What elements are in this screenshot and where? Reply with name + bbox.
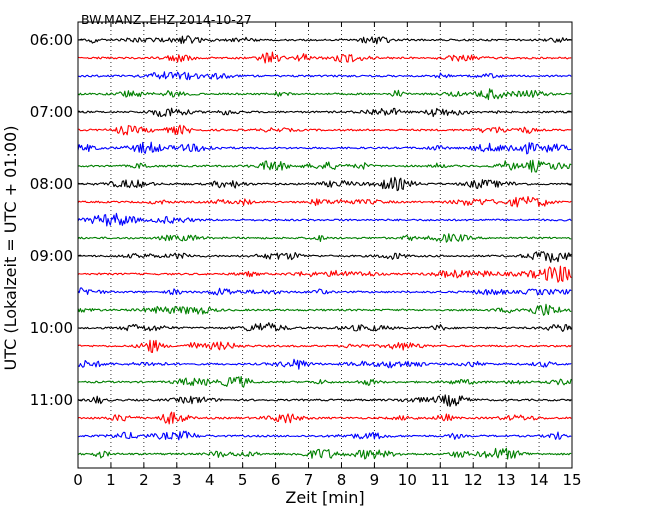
trace-06:15: [77, 51, 572, 64]
trace-11:45: [77, 447, 572, 460]
trace-11:00: [77, 394, 572, 408]
trace-10:00: [77, 322, 572, 332]
x-tick-label: 13: [497, 471, 516, 489]
y-tick-label: 11:00: [30, 391, 73, 409]
y-tick-label: 06:00: [30, 31, 73, 49]
x-tick-label: 7: [304, 471, 314, 489]
trace-07:00: [77, 107, 572, 118]
trace-07:45: [77, 159, 572, 173]
trace-10:15: [77, 339, 572, 353]
x-tick-label: 5: [238, 471, 248, 489]
x-tick-label: 3: [172, 471, 182, 489]
y-axis: 06:00 07:00 08:00 09:00 10:00 11:00: [30, 31, 572, 409]
x-tick-label: 9: [370, 471, 380, 489]
x-tick-label: 8: [337, 471, 347, 489]
y-tick-label: 07:00: [30, 103, 73, 121]
trace-09:45: [77, 303, 572, 316]
x-tick-label: 6: [271, 471, 281, 489]
trace-06:45: [77, 88, 572, 101]
y-tick-label: 10:00: [30, 319, 73, 337]
trace-10:45: [77, 376, 572, 388]
trace-07:15: [77, 124, 572, 136]
x-tick-label: 12: [464, 471, 483, 489]
x-tick-label: 15: [562, 471, 581, 489]
trace-08:45: [77, 233, 572, 243]
chart-title: BW.MANZ..EHZ 2014-10-27: [81, 12, 252, 27]
trace-09:00: [77, 251, 572, 263]
trace-11:15: [77, 411, 572, 425]
traces-layer: [77, 35, 572, 460]
trace-06:30: [77, 71, 572, 81]
trace-06:00: [77, 35, 572, 45]
y-tick-label: 08:00: [30, 175, 73, 193]
plot-frame: [77, 21, 573, 469]
x-tick-label: 4: [205, 471, 215, 489]
x-axis-label: Zeit [min]: [285, 488, 364, 507]
x-tick-label: 11: [431, 471, 450, 489]
trace-09:30: [77, 287, 572, 296]
x-axis: 0 1 2 3 4 5 6 7 8 9 10 11 12 13 14 15: [73, 22, 582, 489]
x-tick-label: 10: [398, 471, 417, 489]
x-tick-label: 0: [73, 471, 83, 489]
y-axis-label: UTC (Lokalzeit = UTC + 01:00): [1, 126, 20, 371]
trace-08:30: [77, 212, 572, 227]
trace-10:30: [77, 358, 572, 370]
trace-09:15: [77, 265, 572, 283]
x-tick-label: 14: [530, 471, 549, 489]
trace-07:30: [77, 141, 572, 155]
trace-11:30: [77, 430, 572, 441]
trace-08:15: [77, 196, 572, 208]
trace-08:00: [77, 176, 572, 192]
x-tick-label: 2: [139, 471, 149, 489]
y-tick-label: 09:00: [30, 247, 73, 265]
x-tick-label: 1: [106, 471, 116, 489]
